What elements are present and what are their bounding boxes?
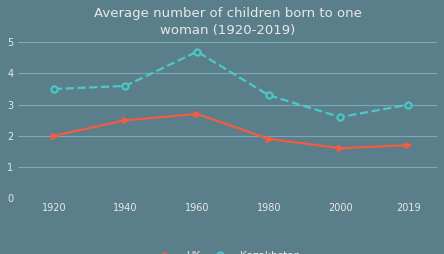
UK [51,134,56,137]
Kazakhstan [406,103,411,106]
Kazakhstan [194,50,200,53]
UK [266,137,271,140]
UK [338,147,343,150]
Kazakhstan [338,116,343,119]
Kazakhstan [51,88,56,91]
Title: Average number of children born to one
woman (1920-2019): Average number of children born to one w… [94,7,361,37]
Kazakhstan [266,94,271,97]
UK [194,113,200,116]
Line: Kazakhstan: Kazakhstan [51,49,412,120]
Legend: UK, Kazakhstan: UK, Kazakhstan [151,247,305,254]
UK [123,119,128,122]
Line: UK: UK [51,111,412,151]
Kazakhstan [123,84,128,87]
UK [406,144,411,147]
